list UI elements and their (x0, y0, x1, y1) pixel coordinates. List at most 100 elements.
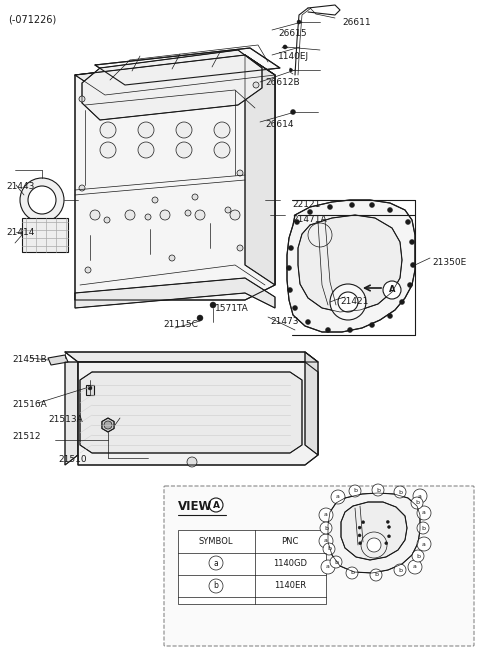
Text: a: a (326, 565, 330, 569)
Circle shape (209, 556, 223, 570)
Text: VIEW: VIEW (178, 500, 213, 513)
Circle shape (295, 220, 300, 224)
Circle shape (138, 122, 154, 138)
Circle shape (209, 579, 223, 593)
Circle shape (370, 569, 382, 581)
Text: a: a (422, 510, 426, 516)
Circle shape (359, 542, 362, 544)
Circle shape (308, 223, 332, 247)
Text: 21414: 21414 (6, 228, 35, 237)
Text: a: a (336, 495, 340, 499)
Polygon shape (298, 215, 402, 312)
Circle shape (394, 564, 406, 576)
Text: A: A (213, 501, 219, 510)
Text: 26612B: 26612B (265, 78, 300, 87)
Circle shape (327, 205, 333, 209)
Text: 21471A: 21471A (292, 215, 326, 224)
Circle shape (394, 486, 406, 498)
Circle shape (88, 386, 92, 390)
Circle shape (330, 284, 366, 320)
Circle shape (176, 122, 192, 138)
Polygon shape (305, 352, 318, 455)
Text: b: b (327, 546, 331, 552)
Circle shape (372, 484, 384, 496)
Circle shape (28, 186, 56, 214)
Polygon shape (80, 372, 302, 453)
Circle shape (361, 532, 387, 558)
Circle shape (325, 327, 331, 333)
Polygon shape (328, 493, 420, 573)
Text: 1140GD: 1140GD (273, 558, 307, 567)
Text: b: b (421, 525, 425, 531)
Text: a: a (422, 541, 426, 546)
Text: 1140EJ: 1140EJ (278, 52, 309, 61)
Circle shape (349, 203, 355, 207)
Text: 21421: 21421 (340, 297, 368, 306)
Text: b: b (350, 571, 354, 575)
Text: b: b (214, 581, 218, 590)
Circle shape (370, 323, 374, 327)
Text: 21443: 21443 (6, 182, 35, 191)
Circle shape (320, 522, 332, 534)
FancyBboxPatch shape (164, 486, 474, 646)
Circle shape (409, 239, 415, 245)
Circle shape (100, 142, 116, 158)
Polygon shape (65, 352, 318, 362)
Circle shape (292, 306, 298, 310)
Circle shape (406, 220, 410, 224)
Text: b: b (398, 567, 402, 573)
Text: 21473: 21473 (270, 317, 299, 326)
Text: 1571TA: 1571TA (215, 304, 249, 313)
Text: 21350E: 21350E (432, 258, 466, 267)
Circle shape (152, 197, 158, 203)
Circle shape (386, 520, 389, 523)
Polygon shape (65, 362, 78, 465)
Circle shape (283, 45, 287, 49)
Text: a: a (324, 539, 328, 544)
Circle shape (297, 20, 301, 24)
Circle shape (225, 207, 231, 213)
Circle shape (383, 281, 401, 299)
Circle shape (319, 508, 333, 522)
Text: 21512: 21512 (12, 432, 40, 441)
Text: a: a (413, 565, 417, 569)
Text: a: a (214, 558, 218, 567)
Circle shape (288, 245, 293, 251)
Circle shape (410, 262, 416, 268)
Polygon shape (75, 55, 275, 95)
Circle shape (187, 457, 197, 467)
Circle shape (387, 535, 391, 538)
Circle shape (362, 521, 365, 523)
Text: 1140ER: 1140ER (274, 581, 306, 590)
Circle shape (387, 207, 393, 213)
Circle shape (319, 534, 333, 548)
Circle shape (237, 245, 243, 251)
Text: 21516A: 21516A (12, 400, 47, 409)
Polygon shape (102, 418, 114, 432)
Circle shape (370, 203, 374, 207)
Circle shape (348, 327, 352, 333)
Circle shape (408, 560, 422, 574)
Circle shape (411, 497, 423, 509)
Circle shape (237, 170, 243, 176)
Text: b: b (374, 573, 378, 577)
Text: a: a (418, 493, 422, 499)
Circle shape (230, 210, 240, 220)
Circle shape (387, 525, 391, 529)
Text: b: b (376, 487, 380, 493)
Circle shape (385, 542, 388, 544)
Circle shape (399, 300, 405, 304)
Circle shape (358, 526, 361, 529)
Circle shape (85, 267, 91, 273)
Circle shape (253, 82, 259, 88)
Circle shape (90, 210, 100, 220)
Circle shape (209, 498, 223, 512)
Circle shape (176, 142, 192, 158)
Circle shape (210, 302, 216, 308)
Circle shape (417, 522, 429, 534)
Text: 21115C: 21115C (163, 320, 198, 329)
Bar (178, 530, 326, 604)
Circle shape (214, 142, 230, 158)
Polygon shape (95, 48, 280, 85)
Circle shape (125, 210, 135, 220)
